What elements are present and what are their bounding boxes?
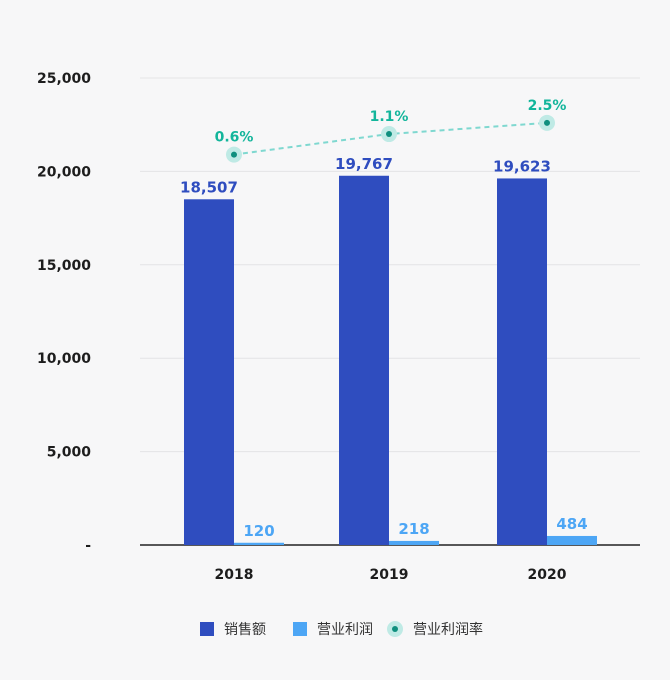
y-tick-label: - <box>85 538 91 554</box>
bar-profit <box>389 540 439 545</box>
margin-point <box>544 119 550 126</box>
legend-label-margin: 营业利润率 <box>413 621 483 638</box>
bar-sales <box>497 178 547 545</box>
margin-point <box>386 131 392 138</box>
y-tick-label: 20,000 <box>37 164 91 180</box>
data-label: 19,767 <box>335 155 393 173</box>
legend-swatch-margin <box>392 626 398 632</box>
margin-label: 2.5% <box>528 98 567 114</box>
x-tick-label: 2019 <box>370 567 409 583</box>
data-label: 218 <box>398 520 429 538</box>
legend-label-sales: 销售额 <box>224 622 266 638</box>
grid-layer: - 5,000 10,000 15,000 20,000 25,000 <box>37 71 640 554</box>
legend-label-profit: 营业利润 <box>317 622 373 638</box>
data-label: 120 <box>243 522 274 540</box>
y-tick-label: 10,000 <box>37 351 91 367</box>
y-tick-label: 15,000 <box>37 258 91 274</box>
margin-label: 1.1% <box>370 109 409 125</box>
bar-profit <box>547 535 597 545</box>
data-label: 484 <box>556 515 587 533</box>
bar-sales <box>184 199 234 545</box>
margin-point <box>231 151 237 158</box>
margin-label: 0.6% <box>215 130 254 146</box>
labels-layer: 18,507 19,767 19,623 120 218 484 2018 2019 2020 0… <box>180 98 588 583</box>
data-label: 18,507 <box>180 178 238 196</box>
legend-swatch-profit <box>293 622 307 636</box>
data-label: 19,623 <box>493 157 551 175</box>
bar-sales <box>339 175 389 545</box>
x-tick-label: 2020 <box>528 567 567 583</box>
y-tick-label: 5,000 <box>47 445 92 461</box>
x-tick-label: 2018 <box>215 567 254 583</box>
y-tick-label: 25,000 <box>37 71 91 87</box>
line-layer <box>226 114 555 163</box>
legend: 销售额 营业利润 营业利润率 <box>200 621 483 638</box>
legend-swatch-sales <box>200 622 214 636</box>
bar-profit <box>234 542 284 545</box>
bars-layer <box>184 175 597 545</box>
